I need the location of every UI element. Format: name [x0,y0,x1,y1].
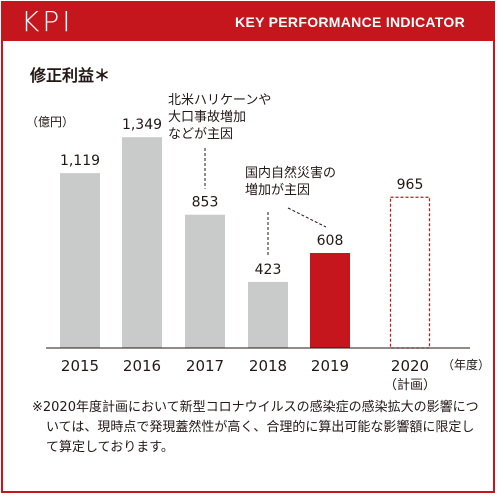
kpi-label: KPI [21,5,74,38]
annotation-natural-disaster: 国内自然災害の 増加が主因 [245,166,337,198]
bar-3 [248,281,288,348]
x-tick-label-0: 2015 [61,357,99,375]
bar-5 [389,196,431,349]
value-label-2: 853 [192,195,219,211]
value-label-1: 1,349 [122,117,162,133]
x-tick-label-1: 2016 [123,357,161,375]
value-label-0: 1,119 [60,153,100,169]
x-tick-label-2: 2017 [186,357,224,375]
bar-0 [60,173,100,348]
chart-title: 修正利益＊ [30,66,111,85]
footnote: ※2020年度計画において新型コロナウイルスの感染症の感染拡大の影響については、… [32,400,479,455]
y-axis-label: （億円） [26,115,74,129]
bar-1 [122,137,162,348]
value-label-4: 608 [317,233,344,249]
bar-4 [310,253,350,348]
x-tick-label-3: 2018 [249,357,287,375]
value-label-3: 423 [255,262,282,278]
x-tick-label-5: 2020 [391,357,429,375]
x-tick-label-4: 2019 [311,357,349,375]
x-tick-label-5-sub: （計画） [384,377,436,393]
x-axis-label: （年度） [442,357,490,372]
kpi-header: KPI KEY PERFORMANCE INDICATOR [3,3,493,41]
bar-2 [185,214,225,348]
value-label-5: 965 [397,177,424,193]
kpi-subtitle: KEY PERFORMANCE INDICATOR [235,14,465,30]
annotation-hurricane: 北米ハリケーンや 大口事故増加 などが主因 [168,93,272,142]
leader-line-2019 [287,207,327,228]
